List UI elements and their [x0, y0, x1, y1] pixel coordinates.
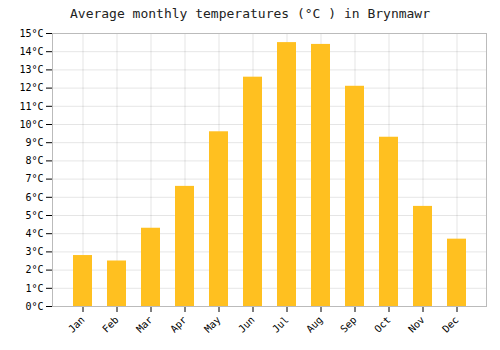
svg-text:8°C: 8°C [25, 155, 43, 166]
svg-text:Nov: Nov [406, 314, 427, 335]
svg-text:Feb: Feb [100, 314, 121, 335]
svg-text:May: May [202, 314, 223, 335]
svg-text:14°C: 14°C [19, 46, 43, 57]
svg-text:13°C: 13°C [19, 64, 43, 75]
svg-text:1°C: 1°C [25, 283, 43, 294]
svg-text:2°C: 2°C [25, 264, 43, 275]
svg-text:12°C: 12°C [19, 82, 43, 93]
html-text:Average monthly temperatures (: Average monthly temperatures (°C ) in Br… [70, 6, 430, 21]
svg-text:11°C: 11°C [19, 101, 43, 112]
svg-text:Jun: Jun [236, 314, 257, 335]
svg-text:0°C: 0°C [25, 301, 43, 312]
svg-text:Dec: Dec [440, 314, 461, 335]
svg-text:Aug: Aug [304, 314, 325, 335]
svg-text:5°C: 5°C [25, 210, 43, 221]
svg-text:6°C: 6°C [25, 192, 43, 203]
svg-text:Apr: Apr [168, 314, 189, 335]
svg-text:Oct: Oct [372, 314, 393, 335]
svg-text:3°C: 3°C [25, 246, 43, 257]
svg-text:Mar: Mar [134, 314, 155, 335]
svg-text:15°C: 15°C [19, 28, 43, 39]
svg-text:Jul: Jul [270, 314, 291, 335]
svg-text:4°C: 4°C [25, 228, 43, 239]
svg-text:Jan: Jan [66, 314, 87, 335]
svg-text:Sep: Sep [338, 314, 359, 335]
svg-text:10°C: 10°C [19, 119, 43, 130]
svg-text:9°C: 9°C [25, 137, 43, 148]
svg-text:7°C: 7°C [25, 173, 43, 184]
